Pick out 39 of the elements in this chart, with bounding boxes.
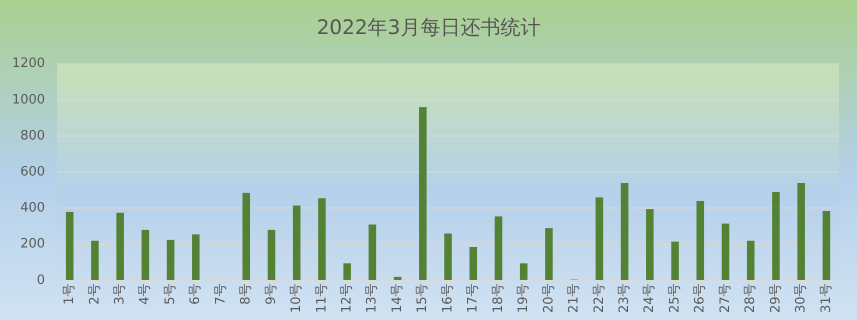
x-tick-label: 18号 bbox=[490, 283, 506, 314]
x-tick-label: 30号 bbox=[794, 283, 809, 314]
y-tick-label: 800 bbox=[20, 128, 46, 144]
x-tick-label: 4号 bbox=[138, 283, 153, 305]
x-tick-label: 15号 bbox=[415, 283, 430, 314]
x-tick-label: 24号 bbox=[642, 283, 658, 314]
x-tick-label: 3号 bbox=[112, 283, 128, 305]
x-tick-label: 25号 bbox=[667, 283, 682, 314]
x-tick-label: 7号 bbox=[213, 283, 228, 305]
x-tick-label: 9号 bbox=[264, 283, 279, 305]
x-tick-label: 12号 bbox=[340, 283, 355, 314]
x-tick-label: 5号 bbox=[162, 283, 178, 305]
y-tick-label: 1000 bbox=[12, 92, 46, 108]
x-tick-label: 1号 bbox=[62, 283, 78, 305]
x-tick-label: 16号 bbox=[440, 283, 456, 314]
x-tick-label: 13号 bbox=[364, 283, 380, 314]
x-tick-label: 29号 bbox=[768, 283, 784, 314]
x-tick-label: 20号 bbox=[541, 283, 556, 314]
x-tick-label: 26号 bbox=[692, 283, 708, 314]
y-tick-label: 0 bbox=[36, 272, 46, 288]
x-tick-label: 14号 bbox=[390, 283, 405, 314]
y-tick-label: 600 bbox=[20, 164, 46, 180]
x-tick-label: 10号 bbox=[289, 283, 304, 314]
x-tick-label: 21号 bbox=[566, 283, 582, 314]
y-tick-label: 200 bbox=[20, 236, 46, 252]
x-tick-label: 23号 bbox=[616, 283, 632, 314]
x-tick-label: 22号 bbox=[592, 283, 607, 314]
x-tick-label: 17号 bbox=[466, 283, 481, 314]
x-tick-label: 8号 bbox=[238, 283, 254, 305]
y-tick-label: 400 bbox=[20, 200, 46, 216]
x-tick-label: 28号 bbox=[743, 283, 758, 314]
x-tick-label: 19号 bbox=[516, 283, 532, 314]
chart-title: 2022年3月每日还书统计 bbox=[316, 14, 542, 41]
x-tick-label: 2号 bbox=[87, 283, 102, 305]
x-tick-label: 31号 bbox=[818, 283, 834, 314]
x-tick-label: 6号 bbox=[188, 283, 204, 305]
y-tick-label: 1200 bbox=[12, 56, 46, 72]
x-tick-label: 11号 bbox=[314, 283, 330, 314]
x-tick-label: 27号 bbox=[718, 283, 733, 314]
